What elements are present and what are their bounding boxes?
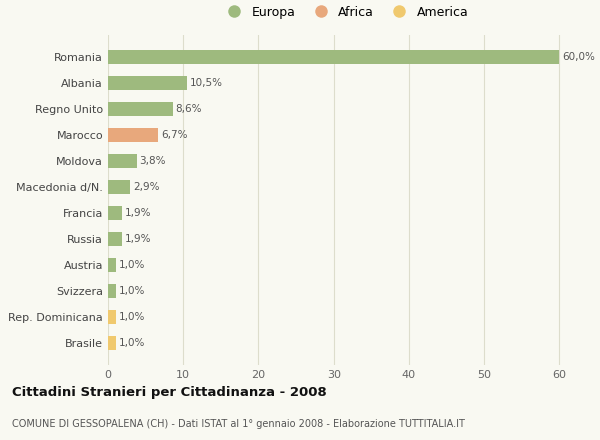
Bar: [108, 232, 122, 246]
Bar: [108, 128, 158, 143]
Text: 2,9%: 2,9%: [133, 182, 160, 192]
Bar: [108, 284, 116, 298]
Bar: [108, 180, 130, 194]
Bar: [108, 310, 116, 324]
Bar: [108, 258, 116, 272]
Legend: Europa, Africa, America: Europa, Africa, America: [218, 2, 472, 22]
Text: 1,0%: 1,0%: [119, 286, 145, 296]
Text: 10,5%: 10,5%: [190, 78, 223, 88]
Text: 60,0%: 60,0%: [562, 52, 595, 62]
Text: COMUNE DI GESSOPALENA (CH) - Dati ISTAT al 1° gennaio 2008 - Elaborazione TUTTIT: COMUNE DI GESSOPALENA (CH) - Dati ISTAT …: [12, 419, 465, 429]
Text: 1,0%: 1,0%: [119, 260, 145, 270]
Text: 1,9%: 1,9%: [125, 234, 152, 244]
Text: 8,6%: 8,6%: [176, 104, 202, 114]
Bar: [108, 154, 137, 169]
Text: Cittadini Stranieri per Cittadinanza - 2008: Cittadini Stranieri per Cittadinanza - 2…: [12, 386, 327, 399]
Bar: [108, 206, 122, 220]
Bar: [108, 50, 559, 65]
Text: 3,8%: 3,8%: [140, 156, 166, 166]
Text: 1,9%: 1,9%: [125, 208, 152, 218]
Bar: [108, 76, 187, 91]
Text: 1,0%: 1,0%: [119, 312, 145, 322]
Bar: [108, 336, 116, 350]
Bar: [108, 102, 173, 117]
Text: 1,0%: 1,0%: [119, 338, 145, 348]
Text: 6,7%: 6,7%: [161, 130, 188, 140]
